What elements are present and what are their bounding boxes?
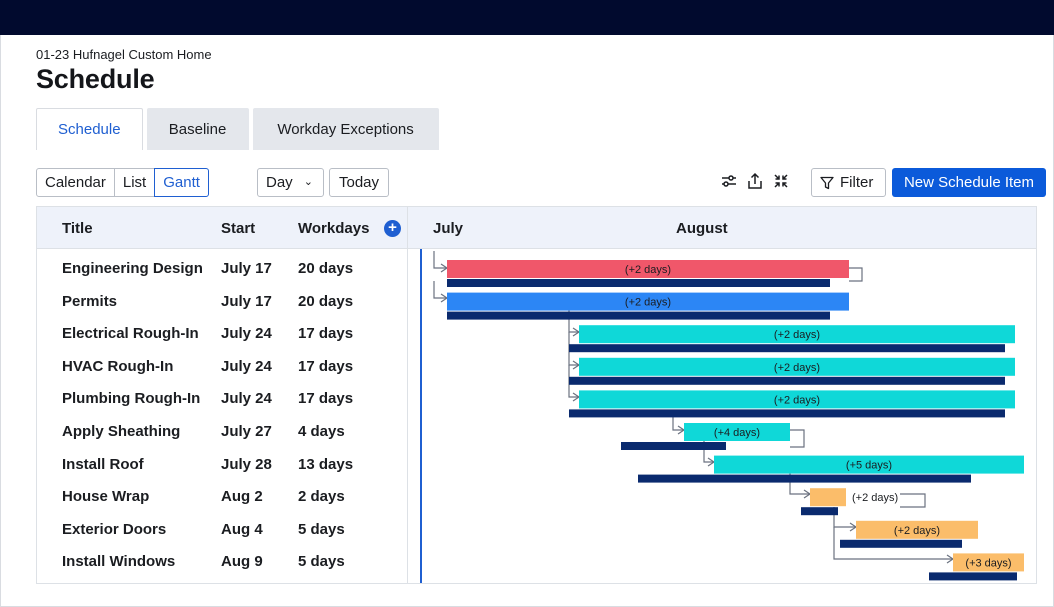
task-title[interactable]: Electrical Rough-In [62,325,199,343]
task-title[interactable]: Exterior Doors [62,520,167,538]
view-list-button[interactable]: List [113,168,156,197]
gantt-task-bar[interactable] [810,488,846,507]
task-title[interactable]: Engineering Design [62,260,203,277]
grid-header: Title Start Workdays + July August [37,207,1036,249]
tab-bar: Schedule Baseline Workday Exceptions [36,108,443,150]
gantt-grid: Title Start Workdays + July August [36,206,1037,584]
today-button[interactable]: Today [329,168,389,197]
column-title-header[interactable]: Title [62,219,93,237]
chevron-down-icon: ⌄ [303,176,313,188]
filter-button-label: Filter [840,174,874,191]
settings-sliders-icon[interactable] [720,172,738,190]
new-schedule-item-button[interactable]: New Schedule Item [892,168,1046,197]
zoom-select[interactable]: Day ⌄ [257,168,324,197]
task-start: Aug 9 [221,553,263,571]
filter-icon [820,176,834,189]
task-workdays: 20 days [298,260,354,277]
grid-divider [407,207,408,583]
task-workdays: 13 days [298,455,354,473]
add-column-button[interactable]: + [384,220,401,237]
top-navigation-bar [0,0,1054,35]
task-start: July 24 [221,325,272,343]
view-calendar-button[interactable]: Calendar [36,168,115,197]
gantt-task-bar[interactable] [447,260,849,278]
gantt-task-bar[interactable] [714,455,1024,474]
column-start-header[interactable]: Start [221,219,256,237]
task-title[interactable]: Permits [62,292,118,310]
task-title[interactable]: HVAC Rough-In [62,357,174,375]
task-start: Aug 2 [221,488,263,506]
task-start: July 27 [221,423,272,440]
gantt-task-bar[interactable] [953,553,1024,572]
tab-schedule[interactable]: Schedule [36,108,143,150]
gantt-task-bar[interactable] [856,520,978,539]
task-start: July 24 [221,390,272,408]
view-gantt-button[interactable]: Gantt [154,168,209,197]
task-start: July 17 [221,292,272,310]
task-title[interactable]: Install Windows [62,553,176,571]
column-workdays-header[interactable]: Workdays [298,219,370,237]
task-start: July 17 [221,260,272,277]
filter-button[interactable]: Filter [811,168,886,197]
task-workdays: 20 days [298,292,354,310]
month-label-july: July [433,219,464,237]
gantt-task-bar[interactable] [684,423,790,441]
task-workdays: 4 days [298,423,345,440]
task-workdays: 5 days [298,553,345,571]
task-title[interactable]: House Wrap [62,488,150,506]
task-start: Aug 4 [221,520,263,538]
gantt-task-bar[interactable] [579,357,1015,376]
tab-workday-exceptions[interactable]: Workday Exceptions [252,108,439,150]
task-title[interactable]: Install Roof [62,455,144,473]
tab-baseline[interactable]: Baseline [146,108,249,150]
today-marker [420,249,422,583]
gantt-task-bar[interactable] [579,390,1015,409]
task-workdays: 17 days [298,325,354,343]
project-name: 01-23 Hufnagel Custom Home [36,47,212,62]
task-title[interactable]: Apply Sheathing [62,423,181,440]
task-title[interactable]: Plumbing Rough-In [62,390,201,408]
gantt-task-bar[interactable] [579,325,1015,344]
task-start: July 24 [221,357,272,375]
task-workdays: 2 days [298,488,345,506]
month-label-august: August [676,219,728,237]
collapse-icon[interactable] [772,172,790,190]
task-workdays: 17 days [298,390,354,408]
task-start: July 28 [221,455,272,473]
task-workdays: 17 days [298,357,354,375]
gantt-task-bar[interactable] [447,292,849,311]
view-switcher: Calendar List Gantt [36,168,209,197]
zoom-select-value: Day [266,174,293,191]
page-title: Schedule [36,64,155,94]
task-workdays: 5 days [298,520,345,538]
share-icon[interactable] [746,172,764,190]
